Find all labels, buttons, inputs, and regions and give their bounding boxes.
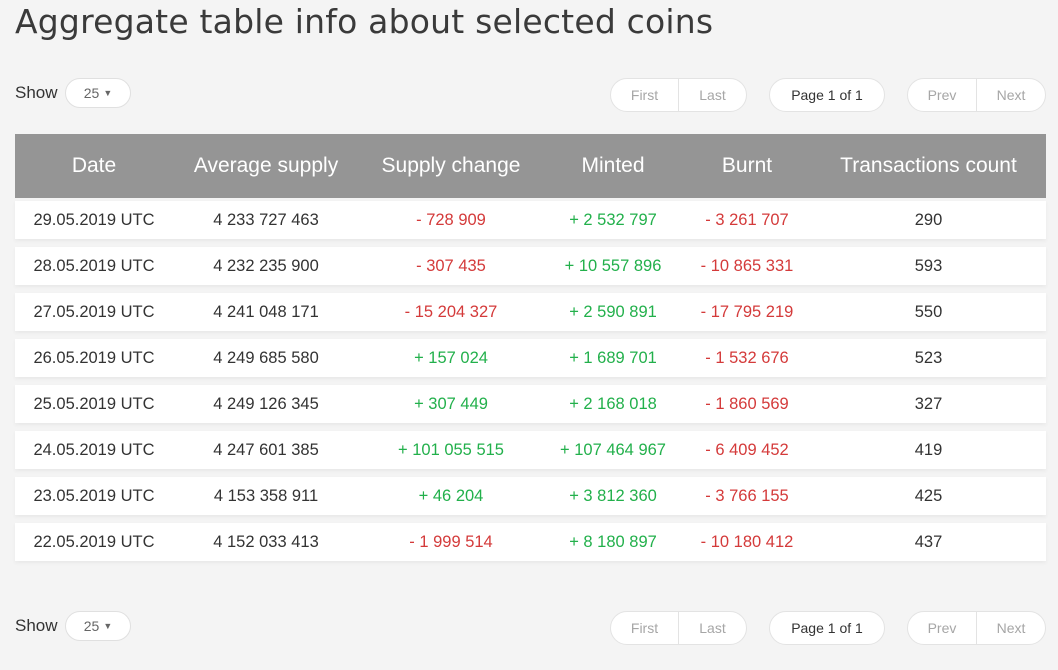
table-body: 29.05.2019 UTC 4 233 727 463 - 728 909 + 2 … [15,201,1046,561]
column-header-minted[interactable]: Minted [581,154,645,177]
cell-minted: + 1 689 701 [569,348,657,367]
cell-minted: + 8 180 897 [569,532,657,551]
cell-average-supply: 4 249 126 345 [213,394,319,413]
column-header-supply-change[interactable]: Supply change [381,154,521,177]
cell-transactions-count: 327 [914,394,943,413]
last-button[interactable]: Last [678,79,746,111]
cell-supply-change: - 728 909 [416,210,486,229]
cell-average-supply: 4 232 235 900 [213,256,319,275]
page-size-select[interactable]: 25 ▼ [65,611,131,641]
show-label: Show [15,83,58,102]
column-header-date[interactable]: Date [71,154,117,177]
page-size-value: 25 [83,618,100,634]
column-header-burnt[interactable]: Burnt [721,154,773,177]
cell-supply-change: + 46 204 [418,486,484,505]
cell-supply-change: + 307 449 [414,394,488,413]
cell-date: 29.05.2019 UTC [33,210,155,229]
page-info: Page 1 of 1 [791,620,863,636]
prev-next-group: Prev Next [907,78,1046,112]
cell-burnt: - 6 409 452 [705,440,789,459]
page-title: Aggregate table info about selected coin… [15,2,714,41]
table-row: 25.05.2019 UTC 4 249 126 345 + 307 449 + 2 … [15,385,1046,423]
prev-next-group: Prev Next [907,611,1046,645]
cell-supply-change: - 307 435 [416,256,486,275]
cell-burnt: - 10 865 331 [700,256,794,275]
page-info-group: Page 1 of 1 [769,78,885,112]
cell-burnt: - 3 261 707 [705,210,789,229]
cell-transactions-count: 425 [914,486,943,505]
column-header-average-supply[interactable]: Average supply [193,154,339,177]
prev-button[interactable]: Prev [927,87,957,103]
cell-transactions-count: 550 [914,302,943,321]
cell-burnt: - 17 795 219 [700,302,794,321]
cell-minted: + 3 812 360 [569,486,657,505]
first-button[interactable]: First [630,87,659,103]
cell-minted: + 107 464 967 [560,440,666,459]
cell-date: 25.05.2019 UTC [33,394,155,413]
cell-minted: + 2 168 018 [569,394,657,413]
cell-date: 24.05.2019 UTC [33,440,155,459]
cell-burnt: - 10 180 412 [700,532,794,551]
table-row: 27.05.2019 UTC 4 241 048 171 - 15 204 327 +… [15,293,1046,331]
cell-burnt: - 1 532 676 [705,348,789,367]
table-row: 26.05.2019 UTC 4 249 685 580 + 157 024 + 1 … [15,339,1046,377]
table-row: 29.05.2019 UTC 4 233 727 463 - 728 909 + 2 … [15,201,1046,239]
table-header: Date Average supply Supply change Minted… [15,134,1046,198]
cell-transactions-count: 437 [914,532,943,551]
cell-average-supply: 4 233 727 463 [213,210,319,229]
cell-transactions-count: 593 [914,256,943,275]
cell-average-supply: 4 241 048 171 [213,302,319,321]
cell-minted: + 10 557 896 [564,256,662,275]
cell-average-supply: 4 153 358 911 [213,486,319,505]
first-last-group: First Last [610,78,747,112]
pagination-top: Show 25 ▼ First Last Page 1 of 1 Prev Ne… [15,78,1046,112]
first-last-group: First Last [610,611,747,645]
cell-minted: + 2 590 891 [569,302,657,321]
page-info-group: Page 1 of 1 [769,611,885,645]
prev-button[interactable]: Prev [927,620,957,636]
cell-date: 27.05.2019 UTC [33,302,155,321]
page-size-value: 25 [83,85,100,101]
cell-supply-change: + 157 024 [414,348,488,367]
caret-down-icon: ▼ [103,621,113,631]
pagination-bottom: Show 25 ▼ First Last Page 1 of 1 Prev Ne… [15,611,1046,645]
cell-date: 26.05.2019 UTC [33,348,155,367]
cell-supply-change: - 1 999 514 [409,532,493,551]
show-label: Show [15,616,58,635]
last-button[interactable]: Last [678,612,746,644]
table-row: 23.05.2019 UTC 4 153 358 911 + 46 204 + 3 8… [15,477,1046,515]
cell-average-supply: 4 247 601 385 [213,440,319,459]
column-header-transactions-count[interactable]: Transactions count [840,154,1017,177]
first-button[interactable]: First [630,620,659,636]
next-button[interactable]: Next [976,79,1045,111]
cell-average-supply: 4 152 033 413 [213,532,319,551]
cell-supply-change: + 101 055 515 [398,440,504,459]
cell-transactions-count: 523 [914,348,943,367]
table-row: 28.05.2019 UTC 4 232 235 900 - 307 435 + 10… [15,247,1046,285]
next-button[interactable]: Next [976,612,1045,644]
caret-down-icon: ▼ [103,88,113,98]
cell-date: 23.05.2019 UTC [33,486,155,505]
cell-date: 22.05.2019 UTC [33,532,155,551]
cell-transactions-count: 419 [914,440,943,459]
aggregate-table: Date Average supply Supply change Minted… [15,134,1046,561]
cell-date: 28.05.2019 UTC [33,256,155,275]
cell-average-supply: 4 249 685 580 [213,348,319,367]
cell-minted: + 2 532 797 [569,210,657,229]
cell-burnt: - 1 860 569 [705,394,789,413]
cell-burnt: - 3 766 155 [705,486,789,505]
table-row: 24.05.2019 UTC 4 247 601 385 + 101 055 515… [15,431,1046,469]
page-info: Page 1 of 1 [791,87,863,103]
cell-transactions-count: 290 [914,210,943,229]
table-row: 22.05.2019 UTC 4 152 033 413 - 1 999 514 + … [15,523,1046,561]
cell-supply-change: - 15 204 327 [404,302,498,321]
page-size-select[interactable]: 25 ▼ [65,78,131,108]
